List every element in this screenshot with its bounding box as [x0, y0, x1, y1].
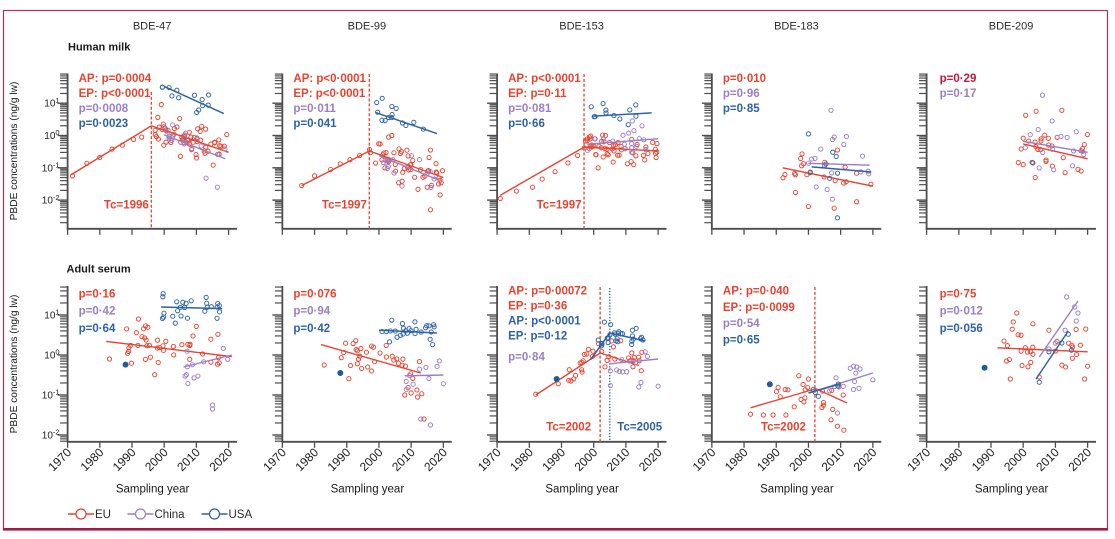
svg-text:p=0·17: p=0·17	[940, 88, 977, 100]
svg-text:p=0·42: p=0·42	[293, 323, 330, 335]
svg-text:AP: p=0·040: AP: p=0·040	[723, 286, 789, 298]
svg-text:BDE-99: BDE-99	[348, 21, 387, 33]
svg-text:Tc=2002: Tc=2002	[761, 422, 806, 434]
svg-text:p=0·64: p=0·64	[79, 323, 116, 335]
svg-text:BDE-153: BDE-153	[559, 21, 604, 33]
svg-text:p=0·16: p=0·16	[79, 288, 116, 300]
svg-text:EU: EU	[95, 509, 111, 521]
svg-text:PBDE concentrations (ng/g lw): PBDE concentrations (ng/g lw)	[9, 295, 20, 434]
svg-text:Tc=2002: Tc=2002	[546, 422, 591, 434]
svg-text:Sampling year: Sampling year	[975, 484, 1049, 496]
svg-text:BDE-209: BDE-209	[989, 21, 1034, 33]
svg-text:Tc=1997: Tc=1997	[322, 200, 367, 212]
svg-text:p=0·0008: p=0·0008	[79, 103, 129, 115]
svg-text:Human milk: Human milk	[68, 42, 131, 54]
svg-text:p=0·29: p=0·29	[940, 73, 977, 85]
svg-text:Sampling year: Sampling year	[116, 484, 190, 496]
svg-text:p=0·54: p=0·54	[723, 318, 760, 330]
svg-text:Tc=1997: Tc=1997	[537, 200, 582, 212]
svg-text:EP: p=0·11: EP: p=0·11	[508, 88, 567, 100]
svg-text:p=0·012: p=0·012	[940, 306, 983, 318]
svg-text:Tc=2005: Tc=2005	[617, 422, 662, 434]
svg-text:p=0·041: p=0·041	[293, 118, 337, 130]
svg-text:AP: p=0·00072: AP: p=0·00072	[508, 286, 587, 298]
svg-text:p=0·42: p=0·42	[79, 306, 116, 318]
svg-text:p=0·66: p=0·66	[508, 118, 545, 130]
svg-text:EP: p=0·36: EP: p=0·36	[508, 301, 567, 313]
svg-text:BDE-183: BDE-183	[774, 21, 819, 33]
svg-text:p=0·94: p=0·94	[293, 306, 330, 318]
svg-text:EP: p=0·12: EP: p=0·12	[508, 331, 567, 343]
svg-text:AP: p<0·0001: AP: p<0·0001	[293, 73, 366, 85]
svg-text:China: China	[155, 509, 186, 521]
svg-text:p=0·0023: p=0·0023	[79, 118, 129, 130]
svg-text:USA: USA	[229, 509, 253, 521]
svg-text:p=0·076: p=0·076	[293, 288, 336, 300]
svg-text:Tc=1996: Tc=1996	[104, 200, 149, 212]
svg-text:p=0·011: p=0·011	[293, 103, 336, 115]
svg-text:p=0·96: p=0·96	[723, 88, 760, 100]
svg-text:PBDE concentrations (ng/g lw): PBDE concentrations (ng/g lw)	[9, 82, 20, 221]
svg-text:p=0·010: p=0·010	[723, 73, 766, 85]
svg-text:Sampling year: Sampling year	[545, 484, 619, 496]
svg-text:EP: p<0·0001: EP: p<0·0001	[293, 88, 366, 100]
svg-text:p=0·75: p=0·75	[940, 288, 977, 300]
svg-text:p=0·056: p=0·056	[940, 323, 983, 335]
svg-text:AP: p=0·0004: AP: p=0·0004	[79, 73, 152, 85]
svg-text:p=0·84: p=0·84	[508, 351, 545, 363]
svg-text:AP: p<0·0001: AP: p<0·0001	[508, 316, 581, 328]
svg-text:p=0·081: p=0·081	[508, 103, 552, 115]
svg-text:Sampling year: Sampling year	[760, 484, 834, 496]
svg-text:p=0·65: p=0·65	[723, 335, 760, 347]
svg-text:EP: p<0·0001: EP: p<0·0001	[79, 88, 152, 100]
svg-text:BDE-47: BDE-47	[133, 21, 172, 33]
svg-text:p=0·85: p=0·85	[723, 103, 760, 115]
svg-text:Sampling year: Sampling year	[331, 484, 405, 496]
svg-text:Adult serum: Adult serum	[67, 264, 131, 276]
svg-text:AP: p<0·0001: AP: p<0·0001	[508, 73, 581, 85]
svg-text:EP: p=0·0099: EP: p=0·0099	[723, 302, 795, 314]
